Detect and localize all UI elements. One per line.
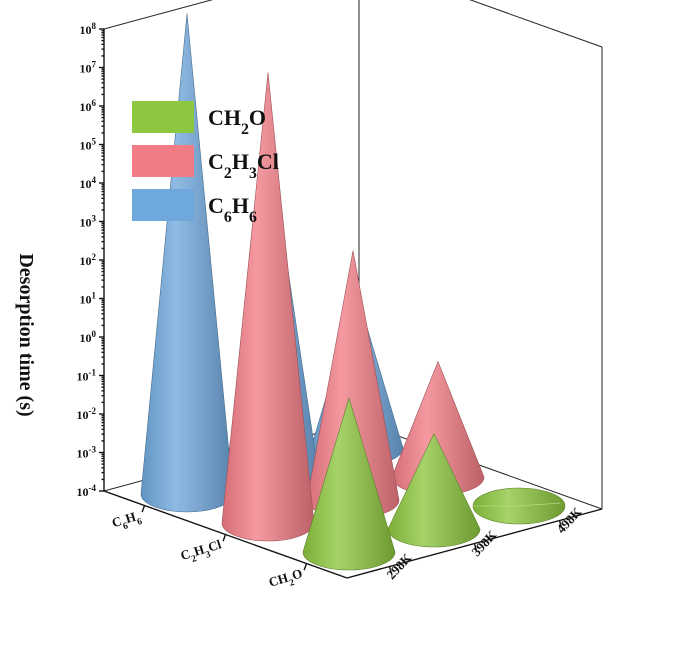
y-tick-label: 10-2 [77, 406, 97, 422]
cone-CH2O-498K [472, 487, 566, 525]
y-tick-label: 105 [80, 137, 97, 153]
cone-body [221, 72, 315, 542]
cone-body [140, 13, 234, 513]
legend-swatch [132, 101, 194, 133]
y-tick-label: 107 [80, 60, 97, 76]
cones-layer [140, 13, 566, 571]
y-tick-label: 100 [80, 329, 97, 345]
molecule-axis: C6H6 C2H3Cl CH2O [110, 505, 308, 594]
cone-apex-lines [473, 502, 561, 507]
cone-CH2O-398K [387, 432, 481, 548]
molecule-label: C2H3Cl [179, 536, 225, 567]
legend-swatch [132, 145, 194, 177]
y-tick-label: 104 [80, 175, 97, 191]
molecule-label: C6H6 [110, 507, 144, 535]
molecule-tick [222, 534, 227, 542]
temperature-tick [388, 566, 393, 574]
cone-C2H3Cl-298K [221, 72, 315, 542]
cone-body [302, 396, 396, 571]
temperature-tick [558, 520, 563, 528]
legend-swatch [132, 189, 194, 221]
y-tick-label: 108 [80, 21, 97, 37]
legend: CH2O C2H3Cl C6H6 [132, 101, 279, 226]
molecule-tick [141, 505, 146, 513]
cone-C6H6-298K [140, 13, 234, 513]
y-tick-label: 106 [80, 98, 97, 114]
y-tick-label: 10-4 [77, 483, 97, 499]
molecule-tick [303, 563, 308, 571]
y-tick-label: 10-1 [77, 368, 97, 384]
cone-CH2O-298K [302, 396, 396, 571]
legend-label: C2H3Cl [208, 149, 279, 182]
legend-label: C6H6 [208, 193, 257, 226]
y-axis-title: Desorption time (s) [15, 253, 37, 416]
molecule-label: CH2O [267, 565, 306, 594]
y-axis: 10-4 10-3 10-2 10-1 100 101 102 103 104 105 106 107… [77, 21, 105, 499]
back-top-edge-right [469, 0, 603, 48]
temperature-tick [473, 543, 478, 551]
back-top-edge-left [103, 0, 214, 30]
y-tick-label: 10-3 [77, 445, 97, 461]
legend-label: CH2O [208, 105, 266, 138]
y-tick-label: 101 [80, 291, 97, 307]
y-tick-label: 102 [80, 252, 97, 268]
y-tick-label: 103 [80, 214, 97, 230]
cone-body [387, 432, 481, 548]
